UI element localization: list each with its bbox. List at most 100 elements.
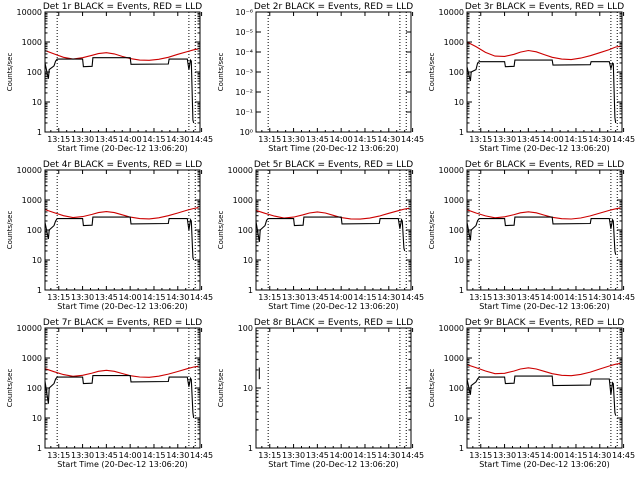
y-tick-label: 1000 — [444, 38, 464, 47]
x-axis-label: Start Time (20-Dec-12 13:06:20) — [479, 144, 610, 153]
y-tick-label: 100 — [449, 226, 464, 235]
x-tick-label: 13:30 — [282, 135, 305, 144]
x-tick-label: 14:15 — [142, 293, 165, 302]
series-layer — [256, 207, 410, 252]
x-tick-label: 14:15 — [142, 135, 165, 144]
x-tick-label: 13:15 — [469, 293, 492, 302]
x-tick-label: 13:45 — [95, 451, 118, 460]
y-tick-label: 10⁻¹ — [235, 108, 253, 117]
x-tick-label: 14:00 — [541, 451, 564, 460]
x-axis-label: Start Time (20-Dec-12 13:06:20) — [479, 460, 610, 469]
x-tick-label: 13:30 — [493, 293, 516, 302]
y-tick-label: 1 — [37, 128, 42, 137]
y-tick-label: 1000 — [22, 196, 42, 205]
x-tick-label: 14:30 — [166, 135, 189, 144]
events-series-line — [45, 57, 195, 124]
plot-frame — [255, 327, 412, 449]
chart-title: Det 6r BLACK = Events, RED = LLD — [465, 160, 624, 170]
y-tick-label: 10 — [32, 256, 42, 265]
x-tick-label: 14:45 — [401, 451, 424, 460]
y-tick-label: 1 — [459, 444, 464, 453]
events-series-line — [45, 375, 195, 419]
x-axis-label: Start Time (20-Dec-12 13:06:20) — [268, 144, 399, 153]
y-axis-label: Counts/sec — [217, 53, 225, 92]
x-tick-label: 14:30 — [588, 135, 611, 144]
x-tick-label: 13:15 — [469, 451, 492, 460]
events-series-line — [467, 375, 617, 416]
x-tick-label: 13:15 — [258, 293, 281, 302]
x-tick-label: 13:45 — [517, 293, 540, 302]
plot-frame — [255, 11, 412, 133]
y-tick-label: 1 — [459, 128, 464, 137]
x-tick-label: 14:00 — [330, 451, 353, 460]
y-tick-label: 10000 — [228, 166, 253, 175]
y-tick-label: 10000 — [17, 166, 42, 175]
y-tick-label: 100 — [238, 324, 253, 333]
y-tick-label: 10000 — [17, 324, 42, 333]
x-tick-label: 14:45 — [612, 135, 635, 144]
y-tick-label: 10 — [454, 98, 464, 107]
events-series-line — [467, 59, 617, 124]
chart-title: Det 3r BLACK = Events, RED = LLD — [465, 2, 624, 12]
x-tick-label: 14:15 — [353, 451, 376, 460]
y-tick-label: 10 — [454, 256, 464, 265]
chart-title: Det 4r BLACK = Events, RED = LLD — [43, 160, 202, 170]
x-tick-label: 13:45 — [517, 451, 540, 460]
plot-frame — [466, 11, 623, 133]
chart-title: Det 8r BLACK = Events, RED = LLD — [254, 318, 413, 328]
x-axis-label: Start Time (20-Dec-12 13:06:20) — [268, 460, 399, 469]
y-tick-label: 10000 — [439, 166, 464, 175]
y-tick-label: 10⁻³ — [235, 68, 253, 77]
x-tick-label: 14:30 — [377, 293, 400, 302]
plot-frame — [44, 327, 201, 449]
x-tick-label: 13:30 — [493, 451, 516, 460]
y-tick-label: 10 — [454, 414, 464, 423]
y-tick-label: 10000 — [17, 8, 42, 17]
chart-title: Det 9r BLACK = Events, RED = LLD — [465, 318, 624, 328]
x-tick-label: 14:30 — [588, 293, 611, 302]
x-axis-label: Start Time (20-Dec-12 13:06:20) — [57, 460, 188, 469]
x-tick-label: 13:15 — [47, 293, 70, 302]
y-axis-label: Counts/sec — [428, 369, 436, 408]
y-axis-label: Counts/sec — [6, 211, 14, 250]
x-tick-label: 14:15 — [353, 135, 376, 144]
y-axis-label: Counts/sec — [217, 211, 225, 250]
x-tick-label: 14:00 — [541, 135, 564, 144]
y-tick-label: 10⁰ — [240, 128, 253, 137]
y-axis-label: Counts/sec — [6, 369, 14, 408]
chart-title: Det 1r BLACK = Events, RED = LLD — [43, 2, 202, 12]
x-tick-label: 13:15 — [469, 135, 492, 144]
y-tick-label: 10⁻² — [235, 88, 253, 97]
y-axis-label: Counts/sec — [428, 53, 436, 92]
x-tick-label: 14:15 — [564, 451, 587, 460]
x-tick-label: 14:00 — [541, 293, 564, 302]
y-tick-label: 100 — [27, 226, 42, 235]
plot-frame — [255, 169, 412, 291]
x-tick-label: 13:45 — [306, 135, 329, 144]
y-tick-label: 1 — [248, 286, 253, 295]
x-tick-label: 14:45 — [612, 451, 635, 460]
x-tick-label: 14:45 — [190, 451, 213, 460]
y-tick-label: 10 — [32, 414, 42, 423]
series-layer — [45, 48, 199, 124]
y-axis-label: Counts/sec — [428, 211, 436, 250]
x-tick-label: 13:15 — [47, 451, 70, 460]
x-tick-label: 14:15 — [142, 451, 165, 460]
x-tick-label: 13:45 — [306, 293, 329, 302]
x-tick-label: 14:00 — [119, 135, 142, 144]
x-tick-label: 14:00 — [330, 293, 353, 302]
y-tick-label: 10000 — [439, 324, 464, 333]
y-tick-label: 100 — [27, 68, 42, 77]
y-axis-label: Counts/sec — [6, 53, 14, 92]
y-tick-label: 100 — [449, 68, 464, 77]
x-tick-label: 13:30 — [282, 451, 305, 460]
x-tick-label: 13:30 — [71, 451, 94, 460]
x-tick-label: 14:00 — [119, 293, 142, 302]
